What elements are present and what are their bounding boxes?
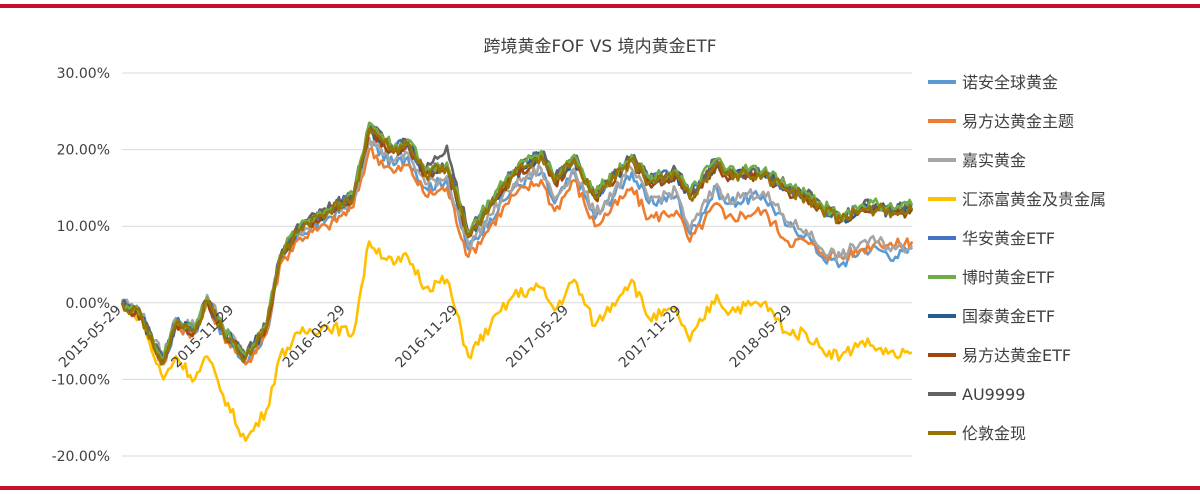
y-tick-label: 20.00%: [57, 143, 110, 159]
series-line: [120, 121, 914, 360]
chart-title: 跨境黄金FOF VS 境内黄金ETF: [483, 37, 716, 57]
legend-label: 易方达黄金主题: [962, 112, 1074, 131]
x-tick-label: 2017-05-29: [503, 302, 572, 371]
series-line: [121, 240, 913, 442]
x-tick-label: 2016-05-29: [280, 302, 349, 371]
series-line: [120, 127, 914, 366]
x-tick-label: 2018-05-29: [727, 302, 796, 371]
legend-label: 伦敦金现: [962, 424, 1026, 443]
top-border: [0, 4, 1200, 8]
legend-label: AU9999: [962, 385, 1025, 404]
legend-label: 易方达黄金ETF: [962, 346, 1071, 365]
bottom-border: [0, 486, 1200, 490]
grid: [122, 72, 912, 457]
legend-label: 国泰黄金ETF: [962, 307, 1055, 326]
y-tick-label: 0.00%: [66, 296, 110, 312]
y-tick-label: -20.00%: [52, 449, 110, 465]
legend-label: 嘉实黄金: [962, 151, 1026, 170]
x-tick-label: 2017-11-29: [616, 302, 685, 371]
y-tick-label: -10.00%: [52, 372, 110, 388]
legend-label: 华安黄金ETF: [962, 229, 1055, 248]
legend-label: 汇添富黄金及贵金属: [962, 190, 1106, 209]
y-tick-label: 10.00%: [57, 219, 110, 235]
legend-label: 诺安全球黄金: [962, 73, 1058, 92]
x-tick-label: 2016-11-29: [393, 302, 462, 371]
legend-label: 博时黄金ETF: [962, 268, 1055, 287]
plot-area: [120, 121, 914, 442]
y-axis: -20.00% -10.00% 0.00% 10.00% 20.00% 30.00%: [52, 66, 110, 465]
series-line: [120, 146, 914, 366]
x-tick-label: 2015-05-29: [56, 302, 125, 371]
y-tick-label: 30.00%: [57, 66, 110, 82]
